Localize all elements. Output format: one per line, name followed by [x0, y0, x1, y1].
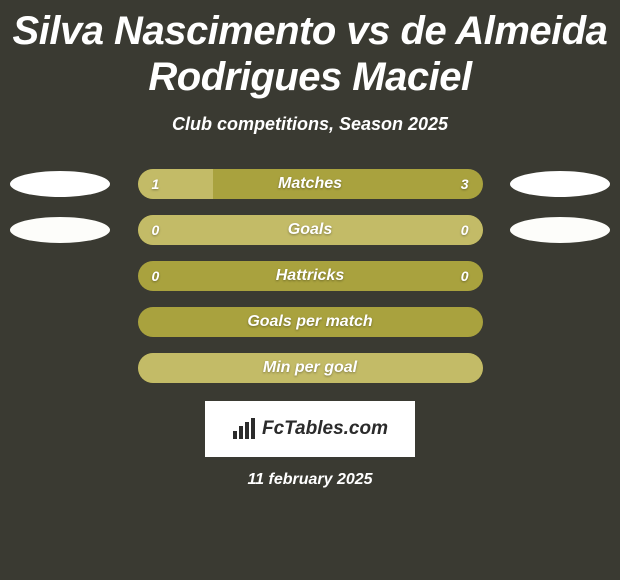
stat-row: Min per goal — [0, 353, 620, 383]
stat-bar: Goals per match — [138, 307, 483, 337]
stat-bar: Hattricks0 0 — [138, 261, 483, 291]
comparison-infographic: Silva Nascimento vs de Almeida Rodrigues… — [0, 0, 620, 580]
player-right-oval — [510, 217, 610, 243]
stat-value-left: 0 — [152, 261, 160, 291]
stat-value-right: 3 — [461, 169, 469, 199]
logo-box: FcTables.com — [205, 401, 415, 457]
stat-value-left: 1 — [152, 169, 160, 199]
stat-row: Goals0 0 — [0, 215, 620, 245]
bars-icon — [232, 418, 258, 440]
stat-label: Goals — [138, 215, 483, 245]
stat-row: Hattricks0 0 — [0, 261, 620, 291]
stat-bar: Matches1 3 — [138, 169, 483, 199]
stat-value-left: 0 — [152, 215, 160, 245]
stat-value-right: 0 — [461, 215, 469, 245]
stat-value-right: 0 — [461, 261, 469, 291]
stat-label: Matches — [138, 169, 483, 199]
stat-bar: Goals0 0 — [138, 215, 483, 245]
player-left-oval — [10, 171, 110, 197]
stat-label: Goals per match — [138, 307, 483, 337]
stat-bar: Min per goal — [138, 353, 483, 383]
stat-label: Hattricks — [138, 261, 483, 291]
subtitle: Club competitions, Season 2025 — [0, 114, 620, 135]
stat-label: Min per goal — [138, 353, 483, 383]
footer-date: 11 february 2025 — [0, 471, 620, 489]
stat-row: Goals per match — [0, 307, 620, 337]
logo: FcTables.com — [232, 418, 388, 440]
stat-bars: Matches13Goals00Hattricks00Goals per mat… — [0, 169, 620, 383]
player-right-oval — [510, 171, 610, 197]
player-left-oval — [10, 217, 110, 243]
page-title: Silva Nascimento vs de Almeida Rodrigues… — [0, 0, 620, 100]
stat-row: Matches1 3 — [0, 169, 620, 199]
logo-text: FcTables.com — [262, 418, 388, 440]
